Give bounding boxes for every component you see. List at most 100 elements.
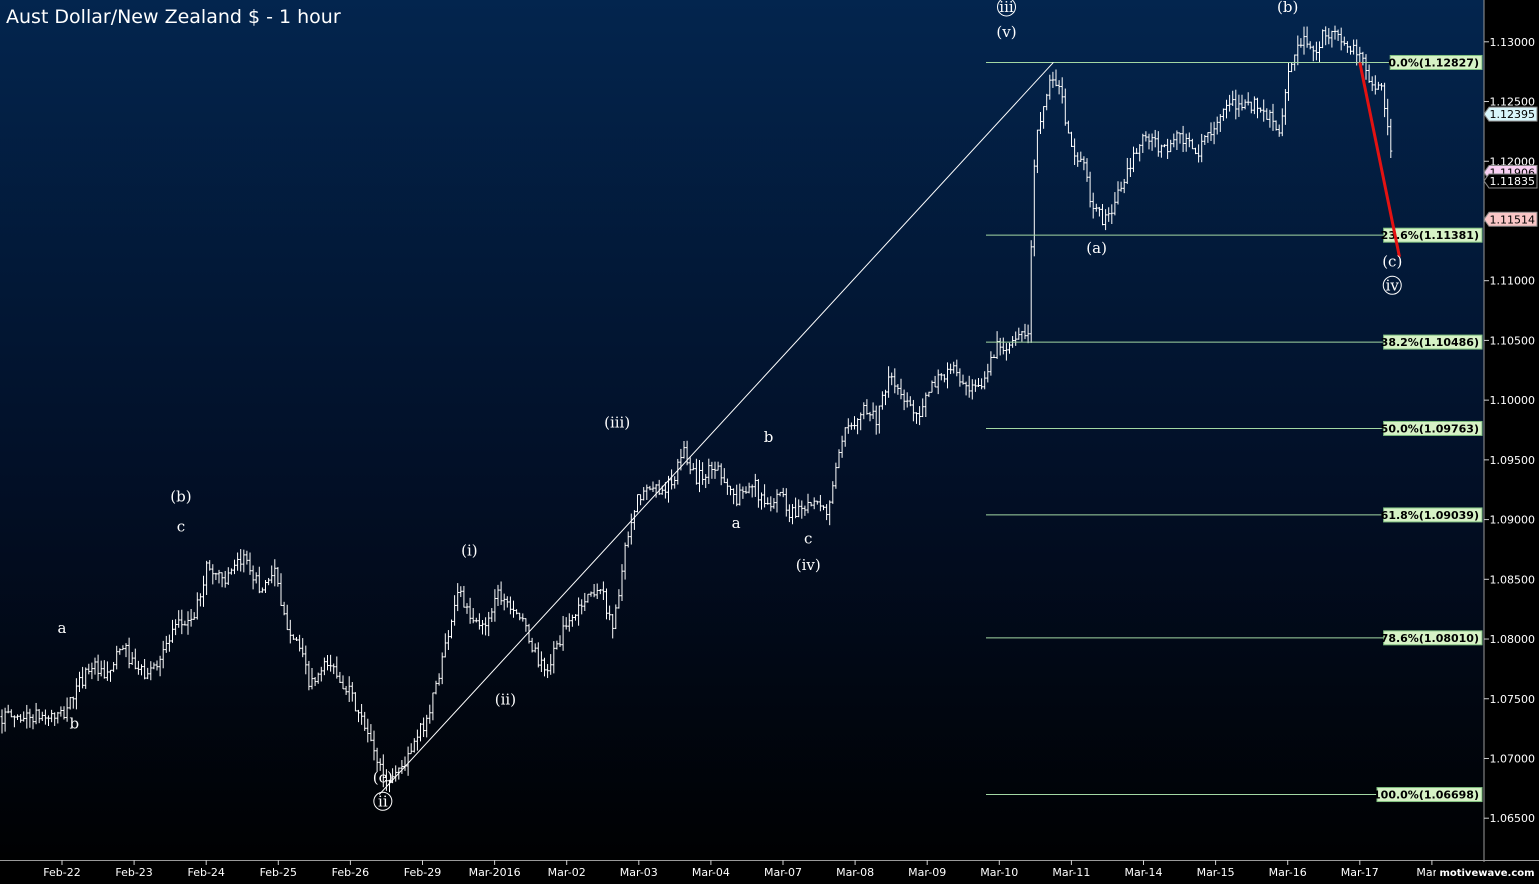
ohlc-bar <box>521 613 525 622</box>
ohlc-bar <box>1380 82 1383 91</box>
ohlc-bar <box>425 714 429 738</box>
ohlc-bar <box>753 473 757 497</box>
ohlc-bar <box>843 427 847 447</box>
ohlc-bar <box>1290 62 1294 73</box>
ohlc-bar <box>1218 114 1222 132</box>
ohlc-bar <box>1336 29 1340 41</box>
ohlc-bar <box>34 702 38 725</box>
ohlc-bar <box>1274 120 1278 131</box>
ohlc-bar <box>1110 204 1114 225</box>
ohlc-bar <box>657 479 661 495</box>
ohlc-bar <box>59 706 63 717</box>
ohlc-bar <box>710 461 714 479</box>
ohlc-bar <box>840 435 844 458</box>
ohlc-bar <box>236 552 240 571</box>
ohlc-bar <box>586 593 590 603</box>
x-tick-label: Mar-09 <box>908 866 946 879</box>
wave-label: (b) <box>170 488 191 506</box>
ohlc-bar <box>995 331 999 359</box>
ohlc-bar <box>329 654 333 672</box>
fib-label: 78.6%(1.08010) <box>1381 632 1479 645</box>
ohlc-bar <box>849 422 853 430</box>
ohlc-bar <box>474 617 478 623</box>
ohlc-bar <box>127 637 131 669</box>
ohlc-bar <box>806 493 810 514</box>
wave-label: c <box>804 529 812 547</box>
ohlc-bar <box>223 570 227 588</box>
ohlc-bar <box>973 379 977 392</box>
fibonacci-levels: 0.0%(1.12827) 23.6%(1.11381) 38.2%(1.10486… <box>986 54 1483 803</box>
ohlc-bar <box>744 486 748 494</box>
wave-labels: a b c (b) (c) ii (i) (ii) (iii) a b c (iv) (v) iii (a) (… <box>58 0 1402 811</box>
x-tick-label: Mar-17 <box>1341 866 1379 879</box>
wave-label-text: b <box>764 428 774 446</box>
x-tick-label: Feb-26 <box>332 866 369 879</box>
ohlc-bar <box>645 484 649 500</box>
ohlc-bar <box>704 474 708 489</box>
ohlc-bar <box>285 604 289 631</box>
ohlc-bar <box>369 724 373 742</box>
ohlc-bar <box>1352 39 1356 55</box>
ohlc-bar <box>12 715 16 728</box>
ohlc-bar <box>1048 74 1052 100</box>
ohlc-bar <box>291 634 295 640</box>
ohlc-bar <box>298 634 302 652</box>
ohlc-bar <box>555 640 559 650</box>
ohlc-bar <box>1373 75 1377 95</box>
ohlc-bar <box>911 399 915 422</box>
ohlc-bar <box>84 667 88 689</box>
ohlc-bar <box>1308 41 1312 50</box>
ohlc-bar <box>518 612 522 621</box>
ohlc-bar <box>673 476 677 489</box>
x-tick-label: Mar-11 <box>1052 866 1090 879</box>
wave-label-text: (i) <box>461 541 478 559</box>
ohlc-bar <box>102 660 106 679</box>
ohlc-bar <box>756 479 760 508</box>
fib-label-box <box>1383 334 1483 350</box>
ohlc-bar <box>499 581 503 605</box>
price-axis-panel <box>1484 0 1539 880</box>
ohlc-bar <box>818 494 822 512</box>
ohlc-bar <box>180 609 184 635</box>
price-badge-text: 1.12395 <box>1490 108 1536 121</box>
ohlc-bar <box>1249 101 1253 114</box>
ohlc-bar <box>1023 323 1027 340</box>
ohlc-bar <box>105 661 109 681</box>
ohlc-bar <box>1153 129 1157 148</box>
wave-label: c <box>177 518 185 536</box>
ohlc-bar <box>208 560 212 571</box>
ohlc-bar <box>1283 89 1287 125</box>
ohlc-bar <box>71 696 75 709</box>
ohlc-bar <box>1302 26 1306 55</box>
ohlc-bar <box>1001 337 1005 355</box>
ohlc-bar <box>152 662 156 670</box>
ohlc-bar <box>322 657 326 676</box>
ohlc-bar <box>496 584 500 606</box>
ohlc-bar <box>1364 54 1368 80</box>
ohlc-bar <box>1156 131 1160 157</box>
ohlc-bar <box>589 591 593 597</box>
ohlc-bar <box>1076 152 1080 167</box>
ohlc-bar <box>50 709 54 723</box>
ohlc-bar <box>443 633 447 658</box>
ohlc-bar <box>1327 28 1331 45</box>
ohlc-bar <box>570 614 574 627</box>
fib-label: 0.0%(1.12827) <box>1388 56 1479 69</box>
ohlc-bar <box>1240 94 1244 111</box>
ohlc-bar <box>1181 125 1185 153</box>
ohlc-bar <box>825 504 829 521</box>
ohlc-bar <box>1051 71 1055 88</box>
ohlc-bar <box>419 723 422 742</box>
ohlc-bar <box>143 659 147 680</box>
ohlc-bar <box>980 378 984 390</box>
ohlc-bar <box>725 478 729 495</box>
wave-label-text: (c) <box>373 768 393 786</box>
ohlc-bar <box>1345 41 1349 53</box>
ohlc-bar <box>341 675 345 690</box>
ohlc-bar <box>62 706 66 720</box>
ohlc-bar <box>28 708 32 728</box>
ohlc-bar <box>815 500 819 505</box>
ohlc-bar <box>1169 139 1173 153</box>
